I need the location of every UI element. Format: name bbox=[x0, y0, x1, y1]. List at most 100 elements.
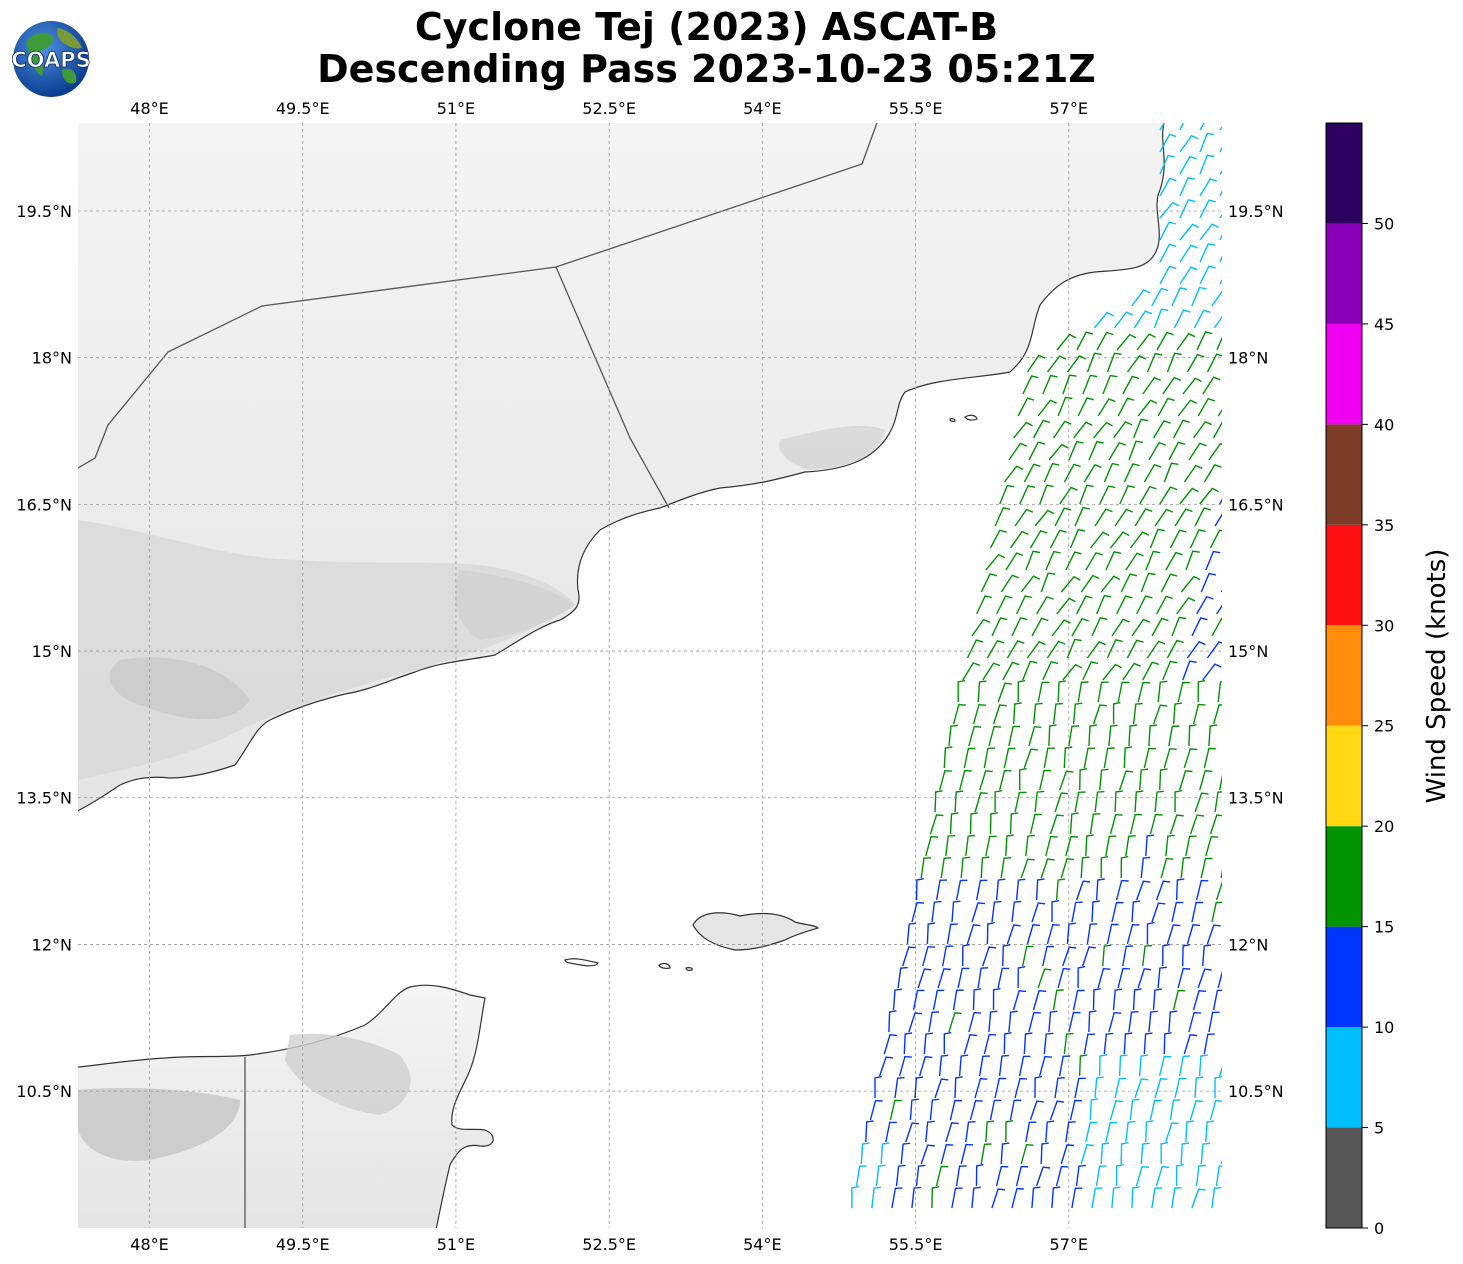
wind-barb bbox=[1179, 223, 1200, 241]
wind-barb bbox=[1188, 1011, 1202, 1033]
wind-barb bbox=[1066, 922, 1076, 945]
wind-barb bbox=[1080, 1144, 1094, 1165]
wind-barb bbox=[1205, 550, 1221, 571]
wind-barb bbox=[1035, 1166, 1051, 1187]
wind-barb bbox=[1163, 748, 1177, 769]
wind-barb bbox=[1133, 310, 1153, 329]
wind-barb bbox=[954, 1076, 963, 1099]
lon-tick-top: 52.5°E bbox=[582, 99, 636, 118]
wind-barb bbox=[1200, 1142, 1211, 1165]
wind-barb bbox=[1014, 791, 1027, 813]
wind-barb bbox=[1217, 409, 1222, 417]
wind-barb bbox=[1040, 572, 1056, 593]
wind-barb bbox=[1219, 279, 1222, 285]
lon-tick-top: 57°E bbox=[1050, 99, 1088, 118]
wind-barb bbox=[1072, 702, 1083, 725]
wind-barb bbox=[995, 878, 1006, 901]
wind-barb bbox=[986, 922, 995, 945]
wind-barb bbox=[1009, 530, 1029, 549]
wind-barb bbox=[871, 1186, 882, 1209]
wind-barb bbox=[1008, 442, 1028, 461]
wind-barb bbox=[1195, 1164, 1206, 1187]
wind-barb bbox=[1143, 1032, 1153, 1055]
wind-barb bbox=[1209, 1099, 1222, 1121]
wind-barb bbox=[1091, 616, 1108, 637]
wind-barb bbox=[957, 967, 970, 989]
wind-barb bbox=[1177, 399, 1198, 417]
wind-barb bbox=[1045, 550, 1061, 571]
wind-barb bbox=[1175, 1163, 1184, 1187]
wind-barb bbox=[1106, 352, 1122, 373]
wind-barb bbox=[1043, 747, 1055, 769]
wind-barb bbox=[1031, 617, 1049, 637]
wind-barb bbox=[1086, 352, 1102, 373]
wind-barb bbox=[1009, 812, 1019, 835]
wind-barb bbox=[1029, 1100, 1044, 1121]
wind-barb bbox=[1085, 1121, 1098, 1143]
wind-barb bbox=[1149, 528, 1165, 549]
lon-tick-bottom: 49.5°E bbox=[276, 1235, 330, 1254]
wind-barb bbox=[1142, 376, 1162, 395]
wind-barb bbox=[1099, 485, 1116, 505]
wind-barb bbox=[972, 988, 982, 1011]
logo-text: COAPS bbox=[12, 48, 90, 72]
wind-barb bbox=[920, 1144, 935, 1165]
wind-barb bbox=[1211, 290, 1222, 307]
wind-barb bbox=[922, 945, 936, 967]
wind-barb bbox=[1158, 1055, 1172, 1077]
wind-barb bbox=[1199, 123, 1205, 131]
wind-barb bbox=[1120, 855, 1129, 879]
plot-title-line1: Cyclone Tej (2023) ASCAT-B bbox=[414, 5, 999, 49]
wind-barb bbox=[1057, 396, 1073, 417]
wind-barb bbox=[1168, 725, 1180, 747]
wind-barb bbox=[1025, 1121, 1037, 1143]
wind-barb bbox=[971, 618, 991, 637]
wind-barb bbox=[902, 946, 916, 967]
wind-barb bbox=[1111, 618, 1130, 637]
wind-barb bbox=[1071, 1187, 1083, 1209]
wind-barb bbox=[874, 1075, 883, 1098]
wind-barb bbox=[885, 1121, 897, 1143]
wind-barb bbox=[1025, 550, 1041, 571]
wind-barb bbox=[1171, 1187, 1182, 1209]
wind-barb bbox=[1034, 509, 1055, 527]
wind-barb bbox=[1185, 1120, 1194, 1143]
wind-barb bbox=[1072, 989, 1085, 1011]
wind-barb bbox=[962, 662, 981, 681]
wind-barb bbox=[1108, 724, 1118, 747]
wind-barb bbox=[945, 834, 956, 857]
wind-barb bbox=[1199, 770, 1213, 791]
wind-barb bbox=[1042, 945, 1055, 967]
wind-barb bbox=[1220, 869, 1222, 879]
wind-barb bbox=[1028, 726, 1042, 747]
globe-logo-icon: COAPS bbox=[12, 21, 90, 97]
wind-barb bbox=[1205, 1120, 1215, 1143]
wind-barb bbox=[1179, 155, 1197, 175]
wind-barb bbox=[938, 1054, 949, 1077]
wind-barb bbox=[1023, 1032, 1033, 1055]
wind-barb bbox=[989, 529, 1007, 549]
wind-barb bbox=[1180, 1142, 1190, 1165]
colorbar-bin bbox=[1326, 123, 1362, 224]
wind-barb bbox=[1180, 856, 1191, 879]
wind-barb bbox=[1017, 397, 1035, 417]
wind-barb bbox=[1199, 199, 1216, 219]
wind-barb bbox=[978, 1055, 990, 1077]
wind-barb bbox=[1100, 855, 1109, 879]
colorbar-tick-label: 35 bbox=[1374, 516, 1394, 535]
wind-barb bbox=[1123, 746, 1133, 769]
samhah-island bbox=[658, 962, 671, 969]
colorbar-tick-label: 10 bbox=[1374, 1018, 1394, 1037]
wind-barb bbox=[1056, 333, 1077, 351]
wind-barb bbox=[1159, 133, 1177, 153]
wind-barb bbox=[1014, 1077, 1028, 1099]
abd-al-kuri-island bbox=[564, 958, 599, 967]
wind-barb bbox=[851, 1185, 859, 1208]
wind-barb bbox=[1066, 638, 1082, 659]
wind-barb bbox=[1178, 1055, 1191, 1077]
wind-barb bbox=[1168, 1010, 1178, 1033]
wind-barb bbox=[1143, 747, 1156, 769]
wind-barb bbox=[1197, 397, 1216, 417]
wind-barb bbox=[1117, 681, 1130, 703]
wind-barb bbox=[1220, 1159, 1222, 1165]
